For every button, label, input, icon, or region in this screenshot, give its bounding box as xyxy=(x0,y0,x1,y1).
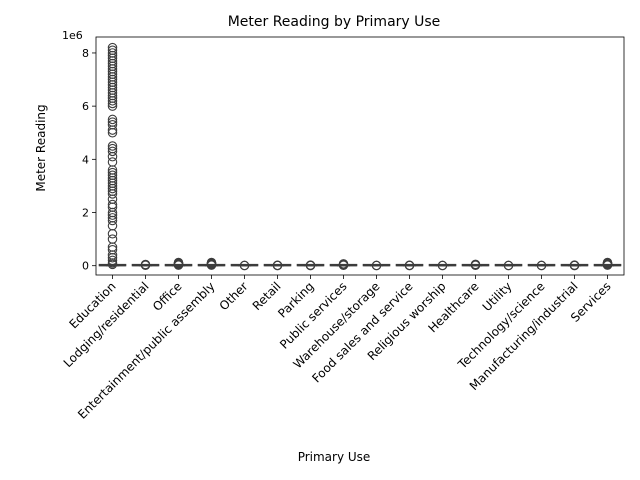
y-offset-label: 1e6 xyxy=(62,29,83,42)
y-tick-label: 2 xyxy=(82,207,89,220)
outlier-point xyxy=(107,157,118,167)
x-tick-label: Other xyxy=(217,279,251,313)
outlier-point xyxy=(272,260,283,271)
outlier-point xyxy=(107,252,118,263)
y-tick-label: 8 xyxy=(82,47,89,60)
outlier-point xyxy=(107,229,118,239)
outlier-point xyxy=(107,146,118,157)
outlier-point xyxy=(107,151,118,162)
outlier-point xyxy=(107,215,118,226)
y-axis-label: Meter Reading xyxy=(34,104,48,191)
outlier-point xyxy=(503,260,514,271)
outlier-point xyxy=(107,127,118,138)
chart-title: Meter Reading by Primary Use xyxy=(228,14,441,30)
outlier-point xyxy=(206,257,217,268)
outlier-point xyxy=(107,255,118,266)
y-tick-label: 6 xyxy=(82,100,89,113)
x-axis-label: Primary Use xyxy=(298,450,371,464)
y-tick-label: 0 xyxy=(82,260,89,273)
outlier-point xyxy=(107,221,118,231)
outlier-point xyxy=(437,260,448,271)
outlier-point xyxy=(404,260,415,271)
outlier-point xyxy=(107,141,118,151)
outlier-point xyxy=(602,257,613,268)
outlier-point xyxy=(371,260,382,271)
outlier-point xyxy=(107,210,118,220)
plot-area: 02468EducationLodging/residentialOfficeE… xyxy=(61,42,622,422)
outlier-point xyxy=(107,189,118,199)
outlier-point xyxy=(107,101,118,111)
outlier-point xyxy=(107,234,118,244)
outlier-point xyxy=(107,114,118,125)
outlier-point xyxy=(107,259,118,270)
outlier-point xyxy=(536,260,547,271)
outlier-point xyxy=(107,98,118,109)
outlier-point xyxy=(107,96,118,106)
outlier-point xyxy=(239,260,250,271)
outlier-point xyxy=(338,259,349,269)
outlier-point xyxy=(305,260,316,270)
outlier-point xyxy=(173,257,184,268)
y-tick-label: 4 xyxy=(82,153,89,166)
outlier-point xyxy=(107,125,118,135)
outlier-point xyxy=(140,259,151,270)
axes-frame xyxy=(95,36,625,276)
outlier-point xyxy=(107,183,118,194)
outlier-point xyxy=(569,260,580,270)
outlier-point xyxy=(470,259,481,270)
